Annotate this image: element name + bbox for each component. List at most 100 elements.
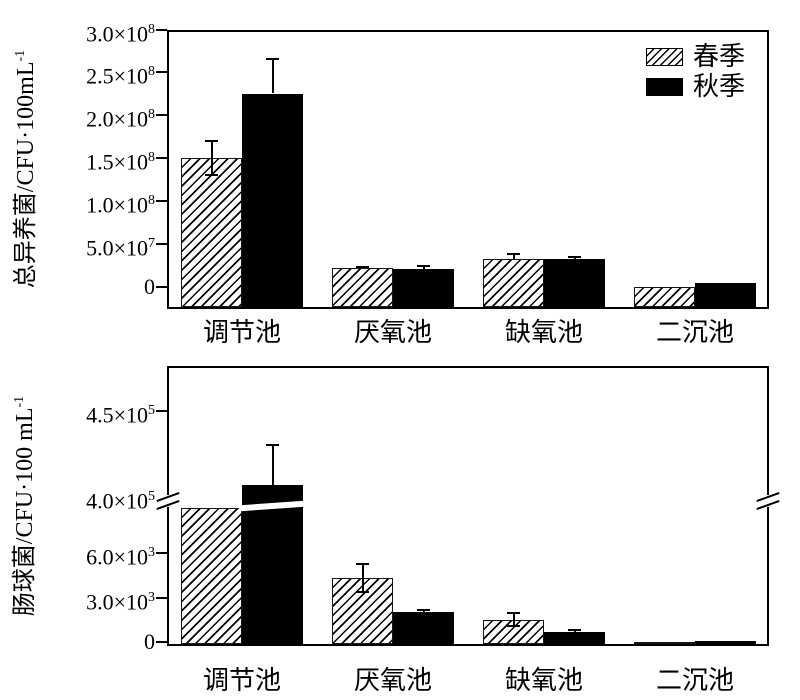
y-tick-label-exponent: 3 <box>148 545 155 561</box>
y-tick-label-bottom-1: 3.0×103 <box>25 584 155 616</box>
y-tick-label-text: 1.0×10 <box>86 192 148 218</box>
y-tick-label-exponent: 8 <box>148 150 155 165</box>
legend: 春季 秋季 <box>646 42 745 102</box>
error-bar-bottom-autumn-anaerobic-pool <box>422 610 425 613</box>
y-tick-label-text: 4.5×10 <box>86 402 148 428</box>
y-tick-label-exponent: 5 <box>148 402 155 418</box>
bar-top-autumn-regulating-pool <box>242 93 303 307</box>
y-tick-label-text: 5.0×10 <box>86 235 148 261</box>
error-bar-cap <box>568 255 581 258</box>
axis-break-gap-left <box>165 494 171 507</box>
bar-top-spring-regulating-pool <box>181 158 242 307</box>
y-tick-label-top-4: 2.0×108 <box>25 101 155 133</box>
y-tick-top-5 <box>156 71 167 73</box>
bar-bottom-autumn-secondary-sedimentation-pool <box>695 641 756 644</box>
bar-bottom-spring-regulating-pool <box>181 508 242 644</box>
x-label-bottom-anoxic-pool: 缺氧池 <box>504 666 583 695</box>
y-tick-label-bottom-4: 4.5×105 <box>25 397 155 429</box>
y-tick-label-text: 1.5×10 <box>86 149 148 175</box>
y-tick-label-top-5: 2.5×108 <box>25 58 155 90</box>
y-tick-label-top-6: 3.0×108 <box>25 16 155 48</box>
legend-item-autumn: 秋季 <box>646 72 745 102</box>
bar-top-autumn-anaerobic-pool <box>393 268 454 307</box>
legend-swatch-autumn-solid <box>646 78 683 96</box>
bar-top-autumn-secondary-sedimentation-pool <box>695 282 756 307</box>
error-bar-cap <box>356 590 369 593</box>
y-tick-bottom-2 <box>156 552 167 555</box>
y-tick-label-text: 3.0×10 <box>86 588 148 614</box>
y-tick-top-3 <box>156 157 167 159</box>
x-label-top-regulating-pool: 调节池 <box>202 318 281 347</box>
x-label-bottom-secondary-sedimentation-pool: 二沉池 <box>655 666 734 695</box>
legend-item-spring: 春季 <box>646 42 745 72</box>
bar-bottom-autumn-regulating-pool <box>242 484 303 644</box>
legend-swatch-spring-hatched <box>646 48 683 66</box>
error-bar-cap <box>507 612 520 615</box>
error-bar-cap <box>356 562 369 565</box>
error-bar-cap <box>507 253 520 256</box>
y-tick-top-1 <box>156 243 167 245</box>
bar-bottom-spring-secondary-sedimentation-pool <box>634 641 695 644</box>
axis-break-gap-right <box>765 494 771 507</box>
y-tick-label-text: 4.0×10 <box>86 488 148 514</box>
bar-top-spring-anoxic-pool <box>483 258 544 307</box>
y-tick-label-text: 6.0×10 <box>86 544 148 570</box>
y-tick-label-text: 0 <box>144 629 155 654</box>
error-bar-cap <box>266 58 279 61</box>
y-tick-label-top-3: 1.5×108 <box>25 144 155 176</box>
error-bar-top-spring-anoxic-pool <box>512 254 515 259</box>
bar-top-spring-anaerobic-pool <box>332 268 393 307</box>
error-bar-bottom-autumn-regulating-pool <box>271 445 274 485</box>
error-bar-bottom-spring-anoxic-pool <box>512 613 515 627</box>
x-label-top-anaerobic-pool: 厌氧池 <box>353 318 432 347</box>
legend-label-autumn: 秋季 <box>693 72 746 101</box>
y-tick-label-exponent: 8 <box>148 22 155 37</box>
error-bar-cap <box>417 609 430 612</box>
bar-top-autumn-anoxic-pool <box>544 259 605 307</box>
bar-bottom-autumn-anaerobic-pool <box>393 612 454 644</box>
bar-top-spring-secondary-sedimentation-pool <box>634 286 695 307</box>
y-tick-label-text: 2.5×10 <box>86 63 148 89</box>
y-tick-label-bottom-2: 6.0×103 <box>25 539 155 571</box>
y-tick-top-4 <box>156 114 167 116</box>
error-bar-cap <box>266 444 279 447</box>
y-tick-bottom-4 <box>156 409 167 412</box>
y-tick-bottom-1 <box>156 596 167 599</box>
error-bar-top-autumn-anoxic-pool <box>573 256 576 260</box>
y-tick-label-exponent: 8 <box>148 107 155 122</box>
error-bar-cap <box>356 265 369 268</box>
legend-label-spring: 春季 <box>693 42 746 71</box>
y-tick-top-2 <box>156 200 167 202</box>
error-bar-cap <box>507 625 520 628</box>
y-tick-label-exponent: 7 <box>148 236 155 251</box>
bar-bottom-autumn-anoxic-pool <box>544 631 605 644</box>
y-tick-top-0 <box>156 286 167 288</box>
x-label-bottom-regulating-pool: 调节池 <box>202 666 281 695</box>
error-bar-top-spring-regulating-pool <box>210 140 213 176</box>
y-tick-label-top-1: 5.0×107 <box>25 230 155 262</box>
error-bar-bottom-spring-anaerobic-pool <box>361 563 364 592</box>
y-tick-label-bottom-0: 0 <box>25 628 155 656</box>
y-tick-label-bottom-3: 4.0×105 <box>25 483 155 515</box>
y-tick-label-text: 3.0×10 <box>86 21 148 47</box>
error-bar-cap <box>417 264 430 267</box>
y-tick-label-text: 2.0×10 <box>86 106 148 132</box>
error-bar-cap <box>205 174 218 177</box>
x-label-top-secondary-sedimentation-pool: 二沉池 <box>655 318 734 347</box>
y-tick-label-top-2: 1.0×108 <box>25 187 155 219</box>
y-tick-top-6 <box>156 29 167 31</box>
y-tick-label-exponent: 5 <box>148 488 155 504</box>
x-label-top-anoxic-pool: 缺氧池 <box>504 318 583 347</box>
y-tick-label-exponent: 8 <box>148 64 155 79</box>
error-bar-top-autumn-regulating-pool <box>271 59 274 94</box>
error-bar-top-autumn-anaerobic-pool <box>422 265 425 269</box>
y-tick-label-exponent: 3 <box>148 589 155 605</box>
error-bar-cap <box>205 139 218 142</box>
x-label-bottom-anaerobic-pool: 厌氧池 <box>353 666 432 695</box>
y-tick-label-text: 0 <box>144 274 155 299</box>
y-tick-label-top-0: 0 <box>25 273 155 301</box>
y-tick-bottom-0 <box>156 641 167 643</box>
error-bar-cap <box>568 629 581 632</box>
y-tick-label-exponent: 8 <box>148 193 155 208</box>
